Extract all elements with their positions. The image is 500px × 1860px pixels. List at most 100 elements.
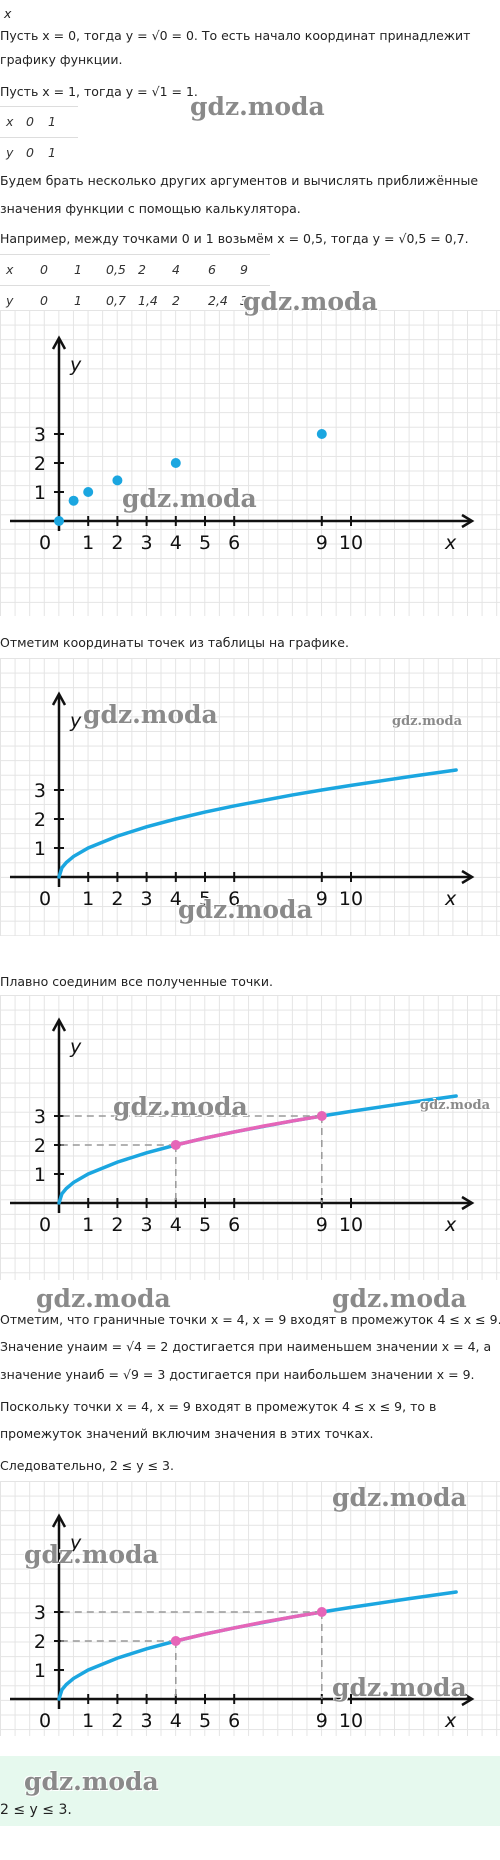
paragraph-line: Поскольку точки x = 4, x = 9 входят в пр… xyxy=(0,1399,437,1414)
y-tick-label: 3 xyxy=(34,1106,46,1128)
x-tick-label: 5 xyxy=(199,1710,211,1732)
point xyxy=(170,1636,181,1646)
x-tick-label: 2 xyxy=(111,888,123,910)
x-tick-label: 2 xyxy=(111,532,123,554)
table-cell: 4 xyxy=(172,262,180,277)
y-axis-label: y xyxy=(69,1532,82,1554)
y-arrow xyxy=(51,1513,67,1528)
point xyxy=(170,1140,181,1150)
watermark: gdz.moda xyxy=(190,92,325,121)
x-tick-label: 1 xyxy=(82,1214,94,1236)
y-tick-label: 2 xyxy=(34,1135,46,1157)
guide-line xyxy=(59,1115,323,1203)
guide-line xyxy=(59,1640,177,1699)
table-cell: 0,5 xyxy=(106,262,126,277)
table-cell: 3 xyxy=(240,293,248,308)
guide-line xyxy=(59,1611,323,1699)
y-axis-label: y xyxy=(69,354,82,376)
table-cell: 1 xyxy=(48,145,56,160)
table-cell: y xyxy=(6,293,14,308)
table-cell: 0 xyxy=(40,262,48,277)
table-row xyxy=(0,285,270,317)
point xyxy=(54,516,64,526)
x-tick-label: 6 xyxy=(228,1214,240,1236)
x-tick-label: 9 xyxy=(316,532,328,554)
table-cell: 1 xyxy=(48,114,56,129)
paragraph-line: Отметим координаты точек из таблицы на г… xyxy=(0,635,349,650)
x-tick-label: 6 xyxy=(228,532,240,554)
y-tick-label: 1 xyxy=(34,1660,46,1682)
watermark: gdz.moda xyxy=(36,1284,171,1313)
table-cell: x xyxy=(6,114,14,129)
paragraph-line: графику функции. xyxy=(0,52,123,67)
x-tick-label: 0 xyxy=(39,888,51,910)
x-tick-label: 0 xyxy=(39,532,51,554)
y-tick-label: 1 xyxy=(34,1164,46,1186)
point xyxy=(68,495,79,506)
x-tick-label: 3 xyxy=(141,888,153,910)
table-row xyxy=(0,254,270,286)
x-tick-label: 2 xyxy=(111,1710,123,1732)
point xyxy=(112,475,123,486)
x-tick-label: 5 xyxy=(199,888,211,910)
x-axis-label: x xyxy=(444,1214,457,1236)
y-arrow xyxy=(51,1017,67,1032)
x-axis-label: x xyxy=(444,1710,457,1732)
curve xyxy=(57,768,458,879)
x-arrow xyxy=(461,869,475,885)
x-tick-label: 1 xyxy=(82,1710,94,1732)
y-tick-label: 3 xyxy=(34,1602,46,1624)
paragraph-line: Пусть x = 0, тогда y = √0 = 0. То есть н… xyxy=(0,28,471,43)
y-tick-label: 3 xyxy=(34,424,46,446)
table-cell: 0 xyxy=(40,293,48,308)
y-axis-label: y xyxy=(69,1036,82,1058)
x-axis-label: x xyxy=(444,532,457,554)
y-tick-label: 1 xyxy=(34,482,46,504)
y-arrow xyxy=(51,691,67,706)
paragraph-line: Будем брать несколько других аргументов … xyxy=(0,173,479,188)
paragraph-line: значения функции с помощью калькулятора. xyxy=(0,201,301,216)
x-tick-label: 4 xyxy=(170,1710,182,1732)
x-tick-label: 1 xyxy=(82,532,94,554)
paragraph-line: Значение yнаим = √4 = 2 достигается при … xyxy=(0,1339,492,1354)
point xyxy=(170,458,181,468)
paragraph-line: Плавно соединим все полученные точки. xyxy=(0,974,273,989)
x-arrow xyxy=(461,1691,475,1707)
table-cell: 1,4 xyxy=(138,293,158,308)
x-tick-label: 4 xyxy=(170,532,182,554)
y-tick-label: 1 xyxy=(34,838,46,860)
watermark: gdz.moda xyxy=(332,1284,467,1313)
y-arrow xyxy=(51,335,67,350)
point xyxy=(316,1607,327,1617)
y-tick-label: 2 xyxy=(34,809,46,831)
table-cell: y xyxy=(6,145,14,160)
paragraph-line: значение yнаиб = √9 = 3 достигается при … xyxy=(0,1367,475,1382)
x-tick-label: 10 xyxy=(339,1214,363,1236)
y-tick-label: 2 xyxy=(34,453,46,475)
x-tick-label: 5 xyxy=(199,532,211,554)
table-cell: 1 xyxy=(74,262,82,277)
answer-text: 2 ≤ y ≤ 3. xyxy=(0,1802,72,1818)
point xyxy=(316,429,327,439)
table-cell: 9 xyxy=(240,262,248,277)
x-tick-label: 3 xyxy=(141,532,153,554)
x-tick-label: 0 xyxy=(39,1214,51,1236)
top-label: x xyxy=(4,6,12,21)
x-tick-label: 10 xyxy=(339,888,363,910)
table-cell: 2,4 xyxy=(208,293,228,308)
point xyxy=(316,1111,327,1121)
curve xyxy=(57,1590,458,1701)
x-arrow xyxy=(461,513,475,529)
x-tick-label: 9 xyxy=(316,888,328,910)
x-tick-label: 10 xyxy=(339,532,363,554)
y-tick-label: 2 xyxy=(34,1631,46,1653)
y-tick-label: 3 xyxy=(34,780,46,802)
table-cell: 1 xyxy=(74,293,82,308)
x-tick-label: 9 xyxy=(316,1214,328,1236)
curve xyxy=(57,1094,458,1205)
